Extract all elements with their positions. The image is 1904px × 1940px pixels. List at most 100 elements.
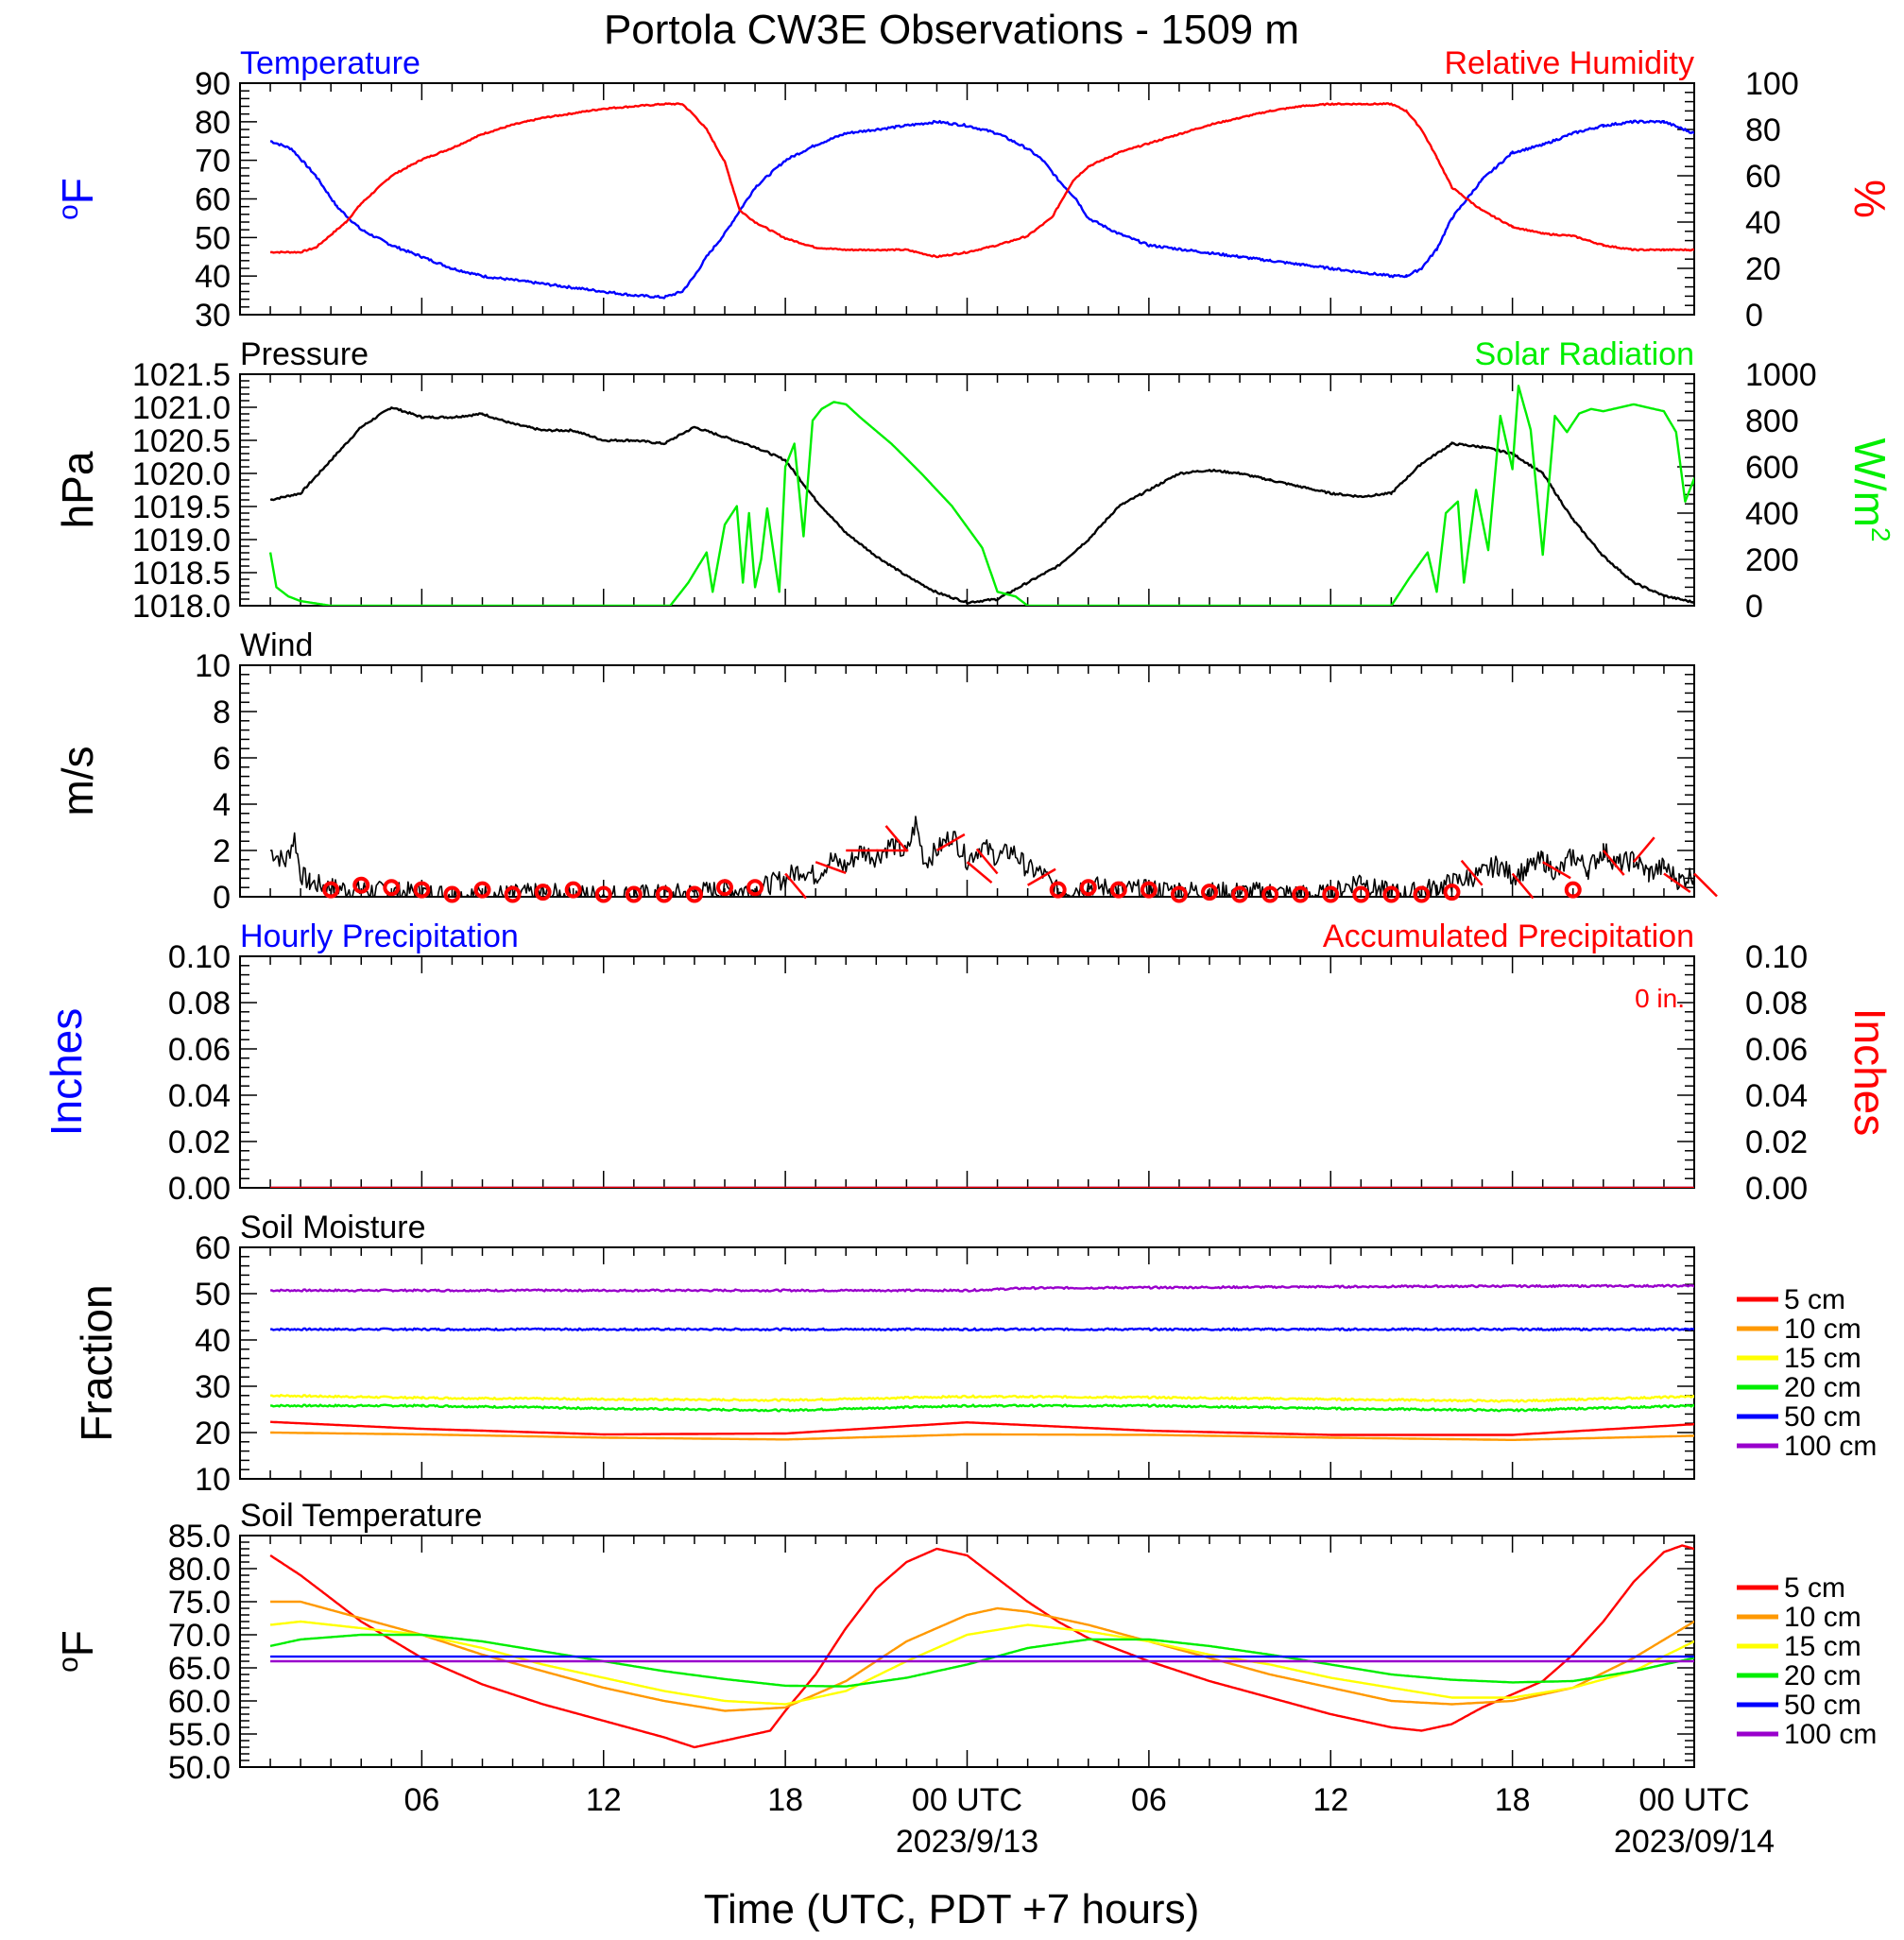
wind-barb <box>1632 836 1655 864</box>
panel-soil_moisture: 10 20 30 40 50 60 Soil Moisture Fraction 5 cm10 … <box>72 1210 1877 1498</box>
x-tick-label: 00 UTC <box>912 1782 1022 1818</box>
y-tick-label-right: 80 <box>1745 112 1781 148</box>
y-tick-label-left: 40 <box>195 1323 231 1359</box>
y-tick-label-right: 40 <box>1745 205 1781 241</box>
series-line-10-cm <box>270 1431 1694 1441</box>
legend-label: 15 cm <box>1784 1631 1861 1662</box>
y-tick-label-left: 80 <box>195 105 231 141</box>
legend-label: 50 cm <box>1784 1690 1861 1721</box>
y-tick-label-left: 55.0 <box>168 1717 231 1753</box>
x-tick-label: 12 <box>586 1782 622 1818</box>
series-group <box>270 1283 1694 1441</box>
wind-markers <box>322 825 1718 903</box>
y-tick-label-right: 800 <box>1745 403 1799 439</box>
wind-barb <box>1026 867 1056 886</box>
panel-title-left: Temperature <box>240 45 420 81</box>
series-line-relative-humidity <box>270 102 1694 259</box>
wind-calm-marker <box>655 885 673 903</box>
series-line-15-cm <box>269 1620 1694 1706</box>
wind-calm-marker <box>383 879 401 897</box>
y-axis-title-superscript: 2 <box>1866 527 1895 542</box>
y-tick-label-left: 50.0 <box>168 1750 231 1786</box>
wind-calm-marker <box>352 876 370 894</box>
panel-soil_temp: 50.055.060.065.070.075.080.085.0 Soil Tem… <box>53 1498 1877 1786</box>
y-tick-label-left: 1019.5 <box>132 489 231 525</box>
y-tick-label-left: 30 <box>195 298 231 334</box>
y-tick-label-left: 1018.0 <box>132 589 231 625</box>
panel-frame <box>239 82 1695 316</box>
y-axis-title-right: Inches <box>1845 1008 1895 1137</box>
wind-calm-marker <box>1413 885 1431 903</box>
y-axis-title-right: W/m2 <box>1845 438 1895 541</box>
y-tick-label-left: 50 <box>195 1277 231 1313</box>
x-tick-label: 18 <box>1495 1782 1531 1818</box>
series-line-wind <box>269 815 1694 897</box>
y-tick-label-left: 75.0 <box>168 1585 231 1621</box>
y-tick-label-left: 1019.0 <box>132 523 231 558</box>
legend-label: 10 cm <box>1784 1313 1861 1345</box>
y-axis-title-degree: o <box>53 1657 84 1673</box>
y-tick-label-left: 10 <box>195 648 231 684</box>
wind-barb <box>1460 859 1484 886</box>
y-tick-label-right: 20 <box>1745 251 1781 287</box>
wind-calm-marker <box>1231 885 1249 903</box>
wind-calm-marker <box>564 881 582 899</box>
y-tick-label-left: 2 <box>213 833 231 869</box>
wind-calm-marker <box>1443 884 1461 901</box>
series-line-10-cm <box>270 1600 1694 1712</box>
y-tick-label-left: 1021.5 <box>132 357 231 393</box>
y-tick-label-left: 1020.5 <box>132 423 231 459</box>
y-tick-label-left: 80.0 <box>168 1552 231 1588</box>
series-line-100-cm <box>270 1283 1694 1293</box>
series-group <box>268 385 1694 606</box>
wind-calm-marker <box>1079 879 1097 897</box>
y-tick-label-left: 6 <box>213 741 231 777</box>
panel-press_solar: 1018.01018.51019.01019.51020.01020.51021… <box>53 336 1895 625</box>
y-axis-title-degree: o <box>53 204 84 220</box>
y-tick-label-right: 0.10 <box>1745 939 1808 975</box>
y-tick-label-right: 60 <box>1745 159 1781 195</box>
x-tick-label: 12 <box>1312 1782 1348 1818</box>
wind-calm-marker <box>594 885 612 903</box>
y-tick-label-left: 70 <box>195 144 231 180</box>
legend-label: 5 cm <box>1784 1572 1845 1604</box>
wind-calm-marker <box>625 885 643 903</box>
y-tick-label-right: 0.04 <box>1745 1078 1808 1114</box>
wind-calm-marker <box>1049 881 1067 899</box>
wind-calm-marker <box>473 881 491 899</box>
y-tick-label-left: 1018.5 <box>132 556 231 592</box>
wind-barb <box>1602 850 1625 876</box>
y-tick-label-left: 70.0 <box>168 1618 231 1654</box>
y-tick-label-left: 65.0 <box>168 1651 231 1687</box>
legend-label: 15 cm <box>1784 1343 1861 1374</box>
x-axis-title: Time (UTC, PDT +7 hours) <box>704 1886 1199 1932</box>
series-line-20-cm <box>270 1403 1694 1413</box>
y-tick-label-right: 0.06 <box>1745 1032 1808 1068</box>
y-axis-title-unit: F <box>53 178 102 204</box>
y-tick-label-left: 50 <box>195 220 231 256</box>
y-tick-label-right: 0 <box>1745 589 1763 625</box>
x-tick-label: 18 <box>767 1782 803 1818</box>
panel-title-right: Solar Radiation <box>1475 336 1694 372</box>
wind-barb <box>966 861 993 884</box>
wind-calm-marker <box>504 885 522 903</box>
y-tick-label-left: 0.10 <box>168 939 231 975</box>
y-tick-label-left: 1020.0 <box>132 456 231 492</box>
series-group <box>269 815 1694 897</box>
x-tick-label: 06 <box>1131 1782 1167 1818</box>
wind-barb <box>884 825 908 851</box>
series-group <box>269 1544 1694 1749</box>
wind-calm-marker <box>1261 885 1279 903</box>
wind-calm-marker <box>534 884 552 901</box>
panel-title-left: Soil Temperature <box>240 1498 482 1534</box>
y-tick-label-left: 30 <box>195 1369 231 1405</box>
panel-frame <box>239 955 1695 1189</box>
wind-barb <box>1693 872 1718 898</box>
y-tick-label-right: 200 <box>1745 542 1799 578</box>
y-tick-label-left: 1021.0 <box>132 390 231 426</box>
wind-barb <box>1511 872 1535 900</box>
x-axis-labels: 06 12 18 00 UTC 06 12 18 00 UTC 2023/9/13 2023/09… <box>403 1782 1775 1860</box>
y-axis-title-left: oF <box>53 178 102 220</box>
y-tick-label-right: 0.02 <box>1745 1125 1808 1160</box>
